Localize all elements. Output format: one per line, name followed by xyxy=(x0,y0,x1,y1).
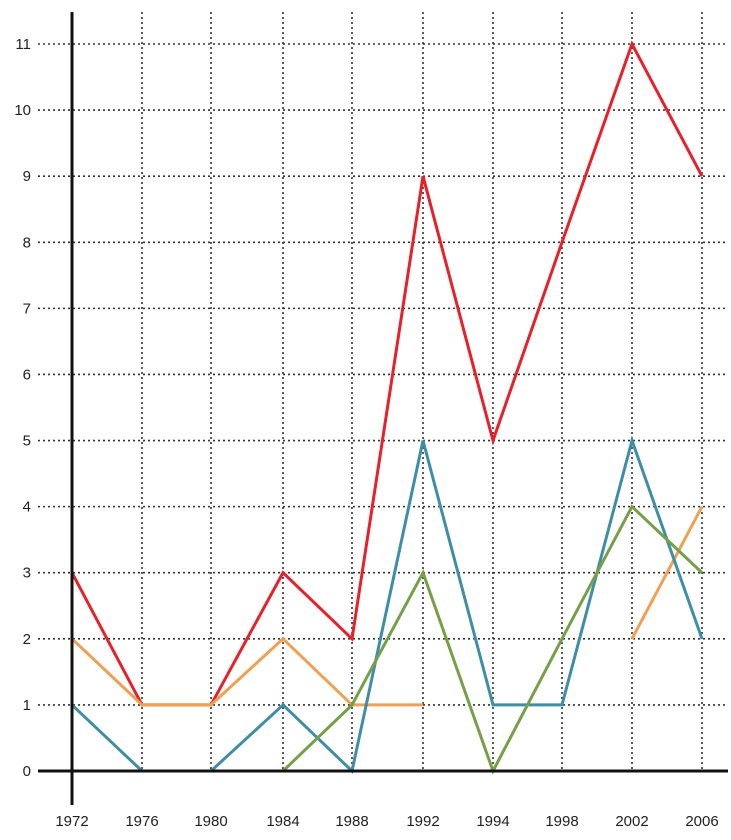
axes xyxy=(38,12,728,805)
y-tick-label: 0 xyxy=(23,763,31,780)
series-line-4 xyxy=(72,504,704,775)
y-tick-label: 4 xyxy=(23,499,31,516)
x-tick-label: 1972 xyxy=(55,813,88,830)
x-tick-label: 1976 xyxy=(125,813,158,830)
x-tick-label: 1980 xyxy=(194,813,227,830)
series-line-2 xyxy=(630,505,704,640)
y-tick-label: 5 xyxy=(23,433,31,450)
y-tick-label: 3 xyxy=(23,565,31,582)
x-tick-label: 1988 xyxy=(335,813,368,830)
y-tick-label: 9 xyxy=(23,168,31,185)
series-line-3 xyxy=(70,435,704,774)
x-tick-label: 2002 xyxy=(615,813,648,830)
y-tick-label: 10 xyxy=(14,102,31,119)
y-tick-label: 11 xyxy=(15,36,31,53)
y-tick-label: 8 xyxy=(23,234,31,251)
y-tick-label: 1 xyxy=(23,697,31,714)
x-tick-labels: 1972 1976 1980 1984 1988 1992 1994 1998 2002 2006 xyxy=(55,813,718,830)
y-tick-label: 7 xyxy=(23,300,31,317)
grid xyxy=(38,12,728,771)
y-tick-label: 2 xyxy=(23,631,31,648)
series-line-2 xyxy=(70,636,423,707)
x-tick-label: 1994 xyxy=(476,813,509,830)
y-tick-labels: 0 1 2 3 4 5 6 7 8 9 10 11 xyxy=(14,36,31,780)
x-tick-label: 1992 xyxy=(406,813,439,830)
x-tick-label: 1998 xyxy=(545,813,578,830)
x-tick-label: 2006 xyxy=(685,813,718,830)
x-tick-label: 1984 xyxy=(266,813,299,830)
series-layer xyxy=(70,40,704,775)
y-tick-label: 6 xyxy=(23,366,31,383)
